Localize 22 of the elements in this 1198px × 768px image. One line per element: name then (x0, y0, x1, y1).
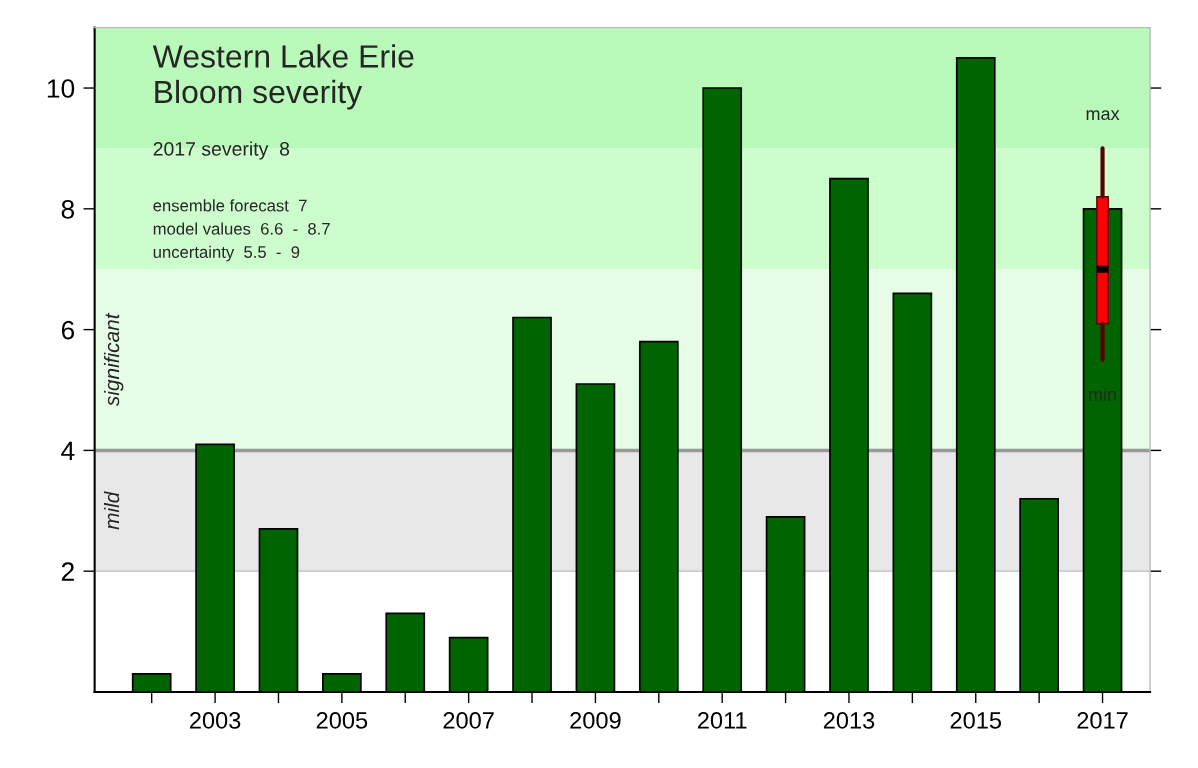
annotation: ensemble forecast 7 (153, 199, 307, 212)
annotation: model values 6.6 - 8.7 (153, 222, 330, 235)
text: Western Lake Erie Bloom severity (152, 44, 414, 110)
annotation: max (1086, 110, 1120, 121)
y-tick-label: 6 (61, 320, 75, 340)
x-tick-label: 2007 (443, 712, 494, 729)
y-tick-label: 10 (47, 79, 75, 98)
band-label: mild (103, 491, 120, 530)
x-tick-label: 2015 (950, 712, 1002, 729)
x-tick-label: 2017 (1077, 712, 1128, 729)
x-tick-label: 2011 (698, 712, 747, 729)
x-tick-label: 2003 (190, 712, 241, 729)
x-tick-label: 2005 (316, 712, 368, 729)
y-tick-label: 2 (61, 562, 74, 581)
annotation: 2017 severity 8 (153, 141, 290, 160)
annotation: min (1089, 387, 1116, 401)
x-tick-label: 2013 (823, 712, 875, 729)
y-tick-label: 8 (61, 199, 75, 219)
y-tick-label: 4 (61, 441, 75, 460)
x-tick-label: 2009 (570, 712, 621, 729)
band-label: significant (103, 312, 124, 407)
annotation: uncertainty 5.5 - 9 (153, 245, 300, 262)
